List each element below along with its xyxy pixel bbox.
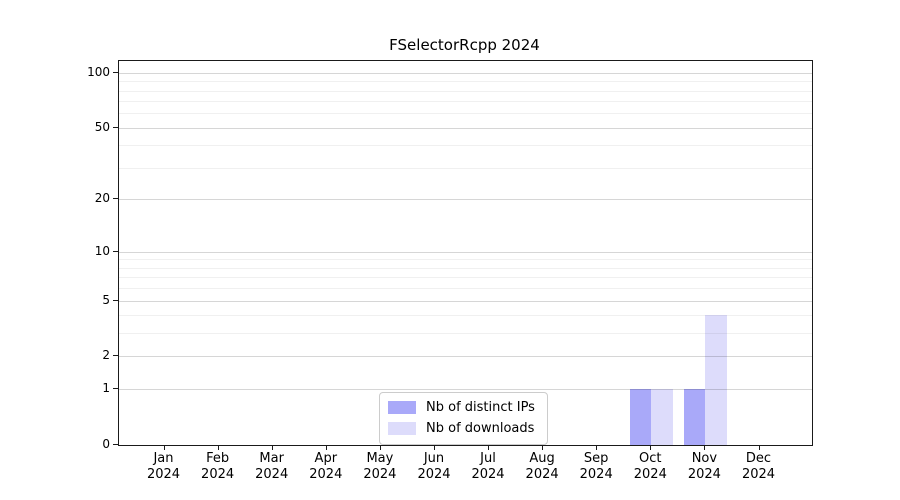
gridline-minor-30 — [119, 168, 812, 169]
x-tick-month: May — [366, 451, 394, 466]
gridline-minor-60 — [119, 113, 812, 115]
legend-swatch-downloads — [388, 422, 416, 435]
gridline-minor-7 — [119, 277, 812, 279]
x-tick-label-apr: Apr 2024 — [296, 451, 356, 483]
gridline-minor-90 — [119, 81, 812, 83]
x-tick-year: 2024 — [255, 467, 289, 482]
plot-area: Nb of distinct IPs Nb of downloads — [118, 60, 813, 446]
gridline-major-2 — [119, 356, 812, 358]
x-tick-year: 2024 — [471, 467, 505, 482]
x-tick-mark-may — [379, 446, 381, 450]
x-tick-month: Jan — [153, 451, 174, 466]
x-tick-mark-jun — [434, 446, 435, 450]
bar-nov-nb-of-downloads — [705, 315, 727, 445]
x-tick-month: Aug — [529, 451, 555, 466]
x-tick-year: 2024 — [309, 467, 343, 482]
x-tick-year: 2024 — [201, 467, 235, 482]
x-tick-label-sep: Sep 2024 — [566, 451, 626, 483]
gridline-minor-6 — [119, 288, 812, 289]
x-tick-year: 2024 — [633, 467, 667, 482]
gridline-major-10 — [119, 251, 812, 253]
y-tick-mark-20 — [113, 198, 118, 200]
bars-layer — [119, 61, 812, 445]
gridline-minor-8 — [119, 267, 812, 269]
legend-item-distinct-ips: Nb of distinct IPs — [388, 400, 535, 415]
x-tick-mark-dec — [758, 446, 760, 450]
gridline-major-5 — [119, 300, 812, 302]
x-tick-mark-mar — [271, 446, 273, 450]
gridline-major-100 — [119, 72, 812, 74]
legend-label-downloads: Nb of downloads — [426, 421, 535, 436]
x-tick-year: 2024 — [579, 467, 613, 482]
x-tick-label-nov: Nov 2024 — [674, 451, 734, 483]
x-tick-month: Jun — [423, 451, 445, 466]
y-tick-label-2: 2 — [102, 348, 110, 363]
gridline-major-1 — [119, 389, 812, 391]
x-tick-month: Nov — [691, 451, 718, 466]
x-tick-year: 2024 — [146, 467, 181, 482]
gridline-minor-4 — [119, 315, 812, 317]
x-tick-mark-feb — [217, 446, 219, 450]
legend: Nb of distinct IPs Nb of downloads — [379, 392, 548, 445]
y-tick-label-5: 5 — [102, 292, 110, 307]
legend-item-downloads: Nb of downloads — [388, 421, 535, 436]
gridline-minor-40 — [119, 145, 812, 147]
x-tick-mark-apr — [325, 446, 327, 450]
x-tick-year: 2024 — [525, 467, 559, 482]
x-tick-label-jun: Jun 2024 — [404, 451, 464, 483]
y-tick-mark-100 — [113, 71, 118, 73]
x-tick-mark-aug — [542, 446, 544, 450]
x-tick-month: Oct — [639, 451, 662, 466]
bar-oct-nb-of-downloads — [651, 389, 673, 445]
y-tick-label-10: 10 — [94, 243, 110, 258]
y-tick-label-50: 50 — [94, 119, 110, 134]
x-tick-mark-nov — [704, 446, 706, 450]
x-tick-month: Feb — [206, 451, 230, 466]
x-tick-year: 2024 — [741, 467, 776, 482]
x-tick-month: Apr — [314, 451, 338, 466]
x-tick-label-dec: Dec 2024 — [729, 451, 789, 483]
bar-oct-nb-of-distinct-ips — [629, 389, 652, 445]
legend-label-distinct-ips: Nb of distinct IPs — [426, 400, 535, 415]
x-tick-month: Dec — [745, 451, 772, 466]
x-tick-label-feb: Feb 2024 — [188, 451, 248, 483]
gridline-major-20 — [119, 199, 812, 201]
x-tick-mark-jan — [163, 446, 165, 450]
bar-nov-nb-of-distinct-ips — [683, 389, 706, 445]
y-tick-label-1: 1 — [102, 381, 110, 396]
y-tick-label-20: 20 — [94, 191, 110, 206]
chart-title: FSelectorRcpp 2024 — [389, 36, 540, 54]
x-tick-mark-oct — [650, 446, 652, 450]
x-tick-mark-jul — [488, 446, 489, 450]
y-tick-label-0: 0 — [102, 437, 110, 451]
legend-swatch-distinct-ips — [388, 401, 416, 414]
gridline-minor-3 — [119, 333, 812, 335]
x-tick-label-jan: Jan 2024 — [134, 451, 194, 483]
gridlines-layer — [119, 61, 812, 445]
x-tick-label-may: May 2024 — [350, 451, 410, 483]
x-tick-year: 2024 — [417, 467, 451, 482]
y-tick-mark-5 — [113, 299, 118, 301]
gridline-minor-9 — [119, 259, 812, 261]
y-tick-mark-50 — [113, 126, 118, 128]
x-tick-label-mar: Mar 2024 — [242, 451, 302, 483]
x-tick-month: Mar — [259, 451, 284, 466]
x-tick-label-oct: Oct 2024 — [620, 451, 680, 483]
x-tick-year: 2024 — [687, 467, 721, 482]
y-tick-mark-0 — [113, 444, 118, 445]
x-tick-mark-sep — [596, 446, 598, 450]
x-tick-label-jul: Jul 2024 — [458, 451, 518, 483]
gridline-major-50 — [119, 127, 812, 129]
x-tick-month: Sep — [583, 451, 609, 466]
y-tick-label-100: 100 — [87, 64, 110, 79]
x-tick-month: Jul — [480, 451, 496, 466]
gridline-minor-80 — [119, 90, 812, 92]
x-tick-year: 2024 — [363, 467, 397, 482]
y-tick-mark-10 — [113, 250, 118, 252]
y-tick-mark-2 — [113, 355, 118, 357]
y-tick-mark-1 — [113, 388, 118, 390]
x-tick-label-aug: Aug 2024 — [512, 451, 572, 483]
gridline-minor-70 — [119, 101, 812, 103]
